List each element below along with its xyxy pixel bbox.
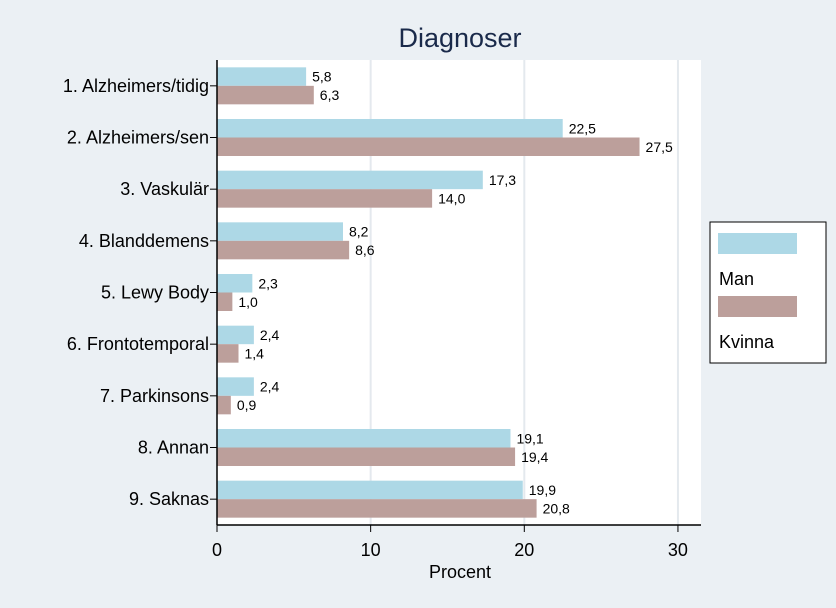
x-axis-label: Procent (429, 562, 491, 582)
bar-kvinna (217, 344, 239, 363)
bar-kvinna (217, 447, 516, 466)
bar-kvinna (217, 137, 640, 156)
category-label: 2. Alzheimers/sen (67, 128, 209, 148)
category-label: 7. Parkinsons (100, 386, 209, 406)
bar-man (217, 274, 253, 293)
bar-man (217, 170, 483, 190)
bar-man (217, 67, 307, 86)
bar-man (217, 119, 563, 138)
x-tick-label: 30 (668, 540, 688, 560)
bars-group (217, 67, 640, 518)
category-labels-group: 1. Alzheimers/tidig 2. Alzheimers/sen 3. V… (63, 76, 209, 509)
value-labels-group: 5,8 6,3 22,5 27,5 17,3 14,0 8,2 8,6 2,31,0 2,4 1,4… (237, 69, 673, 517)
bar-value-label: 2,3 (258, 275, 278, 291)
category-label: 5. Lewy Body (101, 283, 209, 303)
bar-value-label: 6,3 (320, 87, 340, 103)
category-label: 9. Saknas (129, 489, 209, 509)
x-tick-label: 10 (361, 540, 381, 560)
legend-swatch-man (718, 233, 797, 254)
bar-value-label: 19,1 (516, 430, 543, 446)
bar-kvinna (217, 189, 433, 208)
legend-label-kvinna: Kvinna (719, 332, 775, 352)
category-label: 4. Blanddemens (79, 231, 209, 251)
bar-value-label: 14,0 (438, 190, 465, 206)
bar-value-label: 0,9 (237, 397, 257, 413)
bar-value-label: 27,5 (646, 139, 673, 155)
bar-man (217, 377, 254, 396)
bar-kvinna (217, 395, 231, 415)
bar-kvinna (217, 85, 314, 105)
bar-value-label: 1,4 (245, 345, 265, 361)
x-tick-label: 20 (514, 540, 534, 560)
bar-man (217, 429, 511, 448)
category-label: 3. Vaskulär (120, 179, 209, 199)
axes-group: 0 10 20 30 (210, 60, 701, 560)
bar-value-label: 19,4 (521, 449, 548, 465)
bar-value-label: 2,4 (260, 327, 280, 343)
bar-kvinna (217, 240, 350, 260)
legend-swatch-kvinna (718, 296, 797, 317)
bar-man (217, 480, 523, 500)
category-label: 6. Frontotemporal (67, 334, 209, 354)
chart-title: Diagnoser (398, 23, 521, 53)
category-label: 1. Alzheimers/tidig (63, 76, 209, 96)
bar-value-label: 17,3 (489, 172, 516, 188)
bar-man (217, 325, 254, 345)
x-tick-label: 0 (212, 540, 222, 560)
bar-value-label: 8,2 (349, 224, 369, 240)
legend: Man Kvinna (709, 221, 827, 364)
bar-value-label: 1,0 (238, 294, 258, 310)
bar-value-label: 19,9 (529, 482, 556, 498)
category-label: 8. Annan (138, 438, 209, 458)
bar-kvinna (217, 499, 537, 518)
bar-value-label: 5,8 (312, 69, 332, 85)
bar-man (217, 222, 343, 241)
bar-value-label: 20,8 (543, 500, 570, 516)
legend-label-man: Man (719, 269, 754, 289)
bar-value-label: 8,6 (355, 242, 375, 258)
bar-kvinna (217, 292, 233, 311)
bar-value-label: 22,5 (569, 120, 596, 136)
bar-value-label: 2,4 (260, 379, 280, 395)
